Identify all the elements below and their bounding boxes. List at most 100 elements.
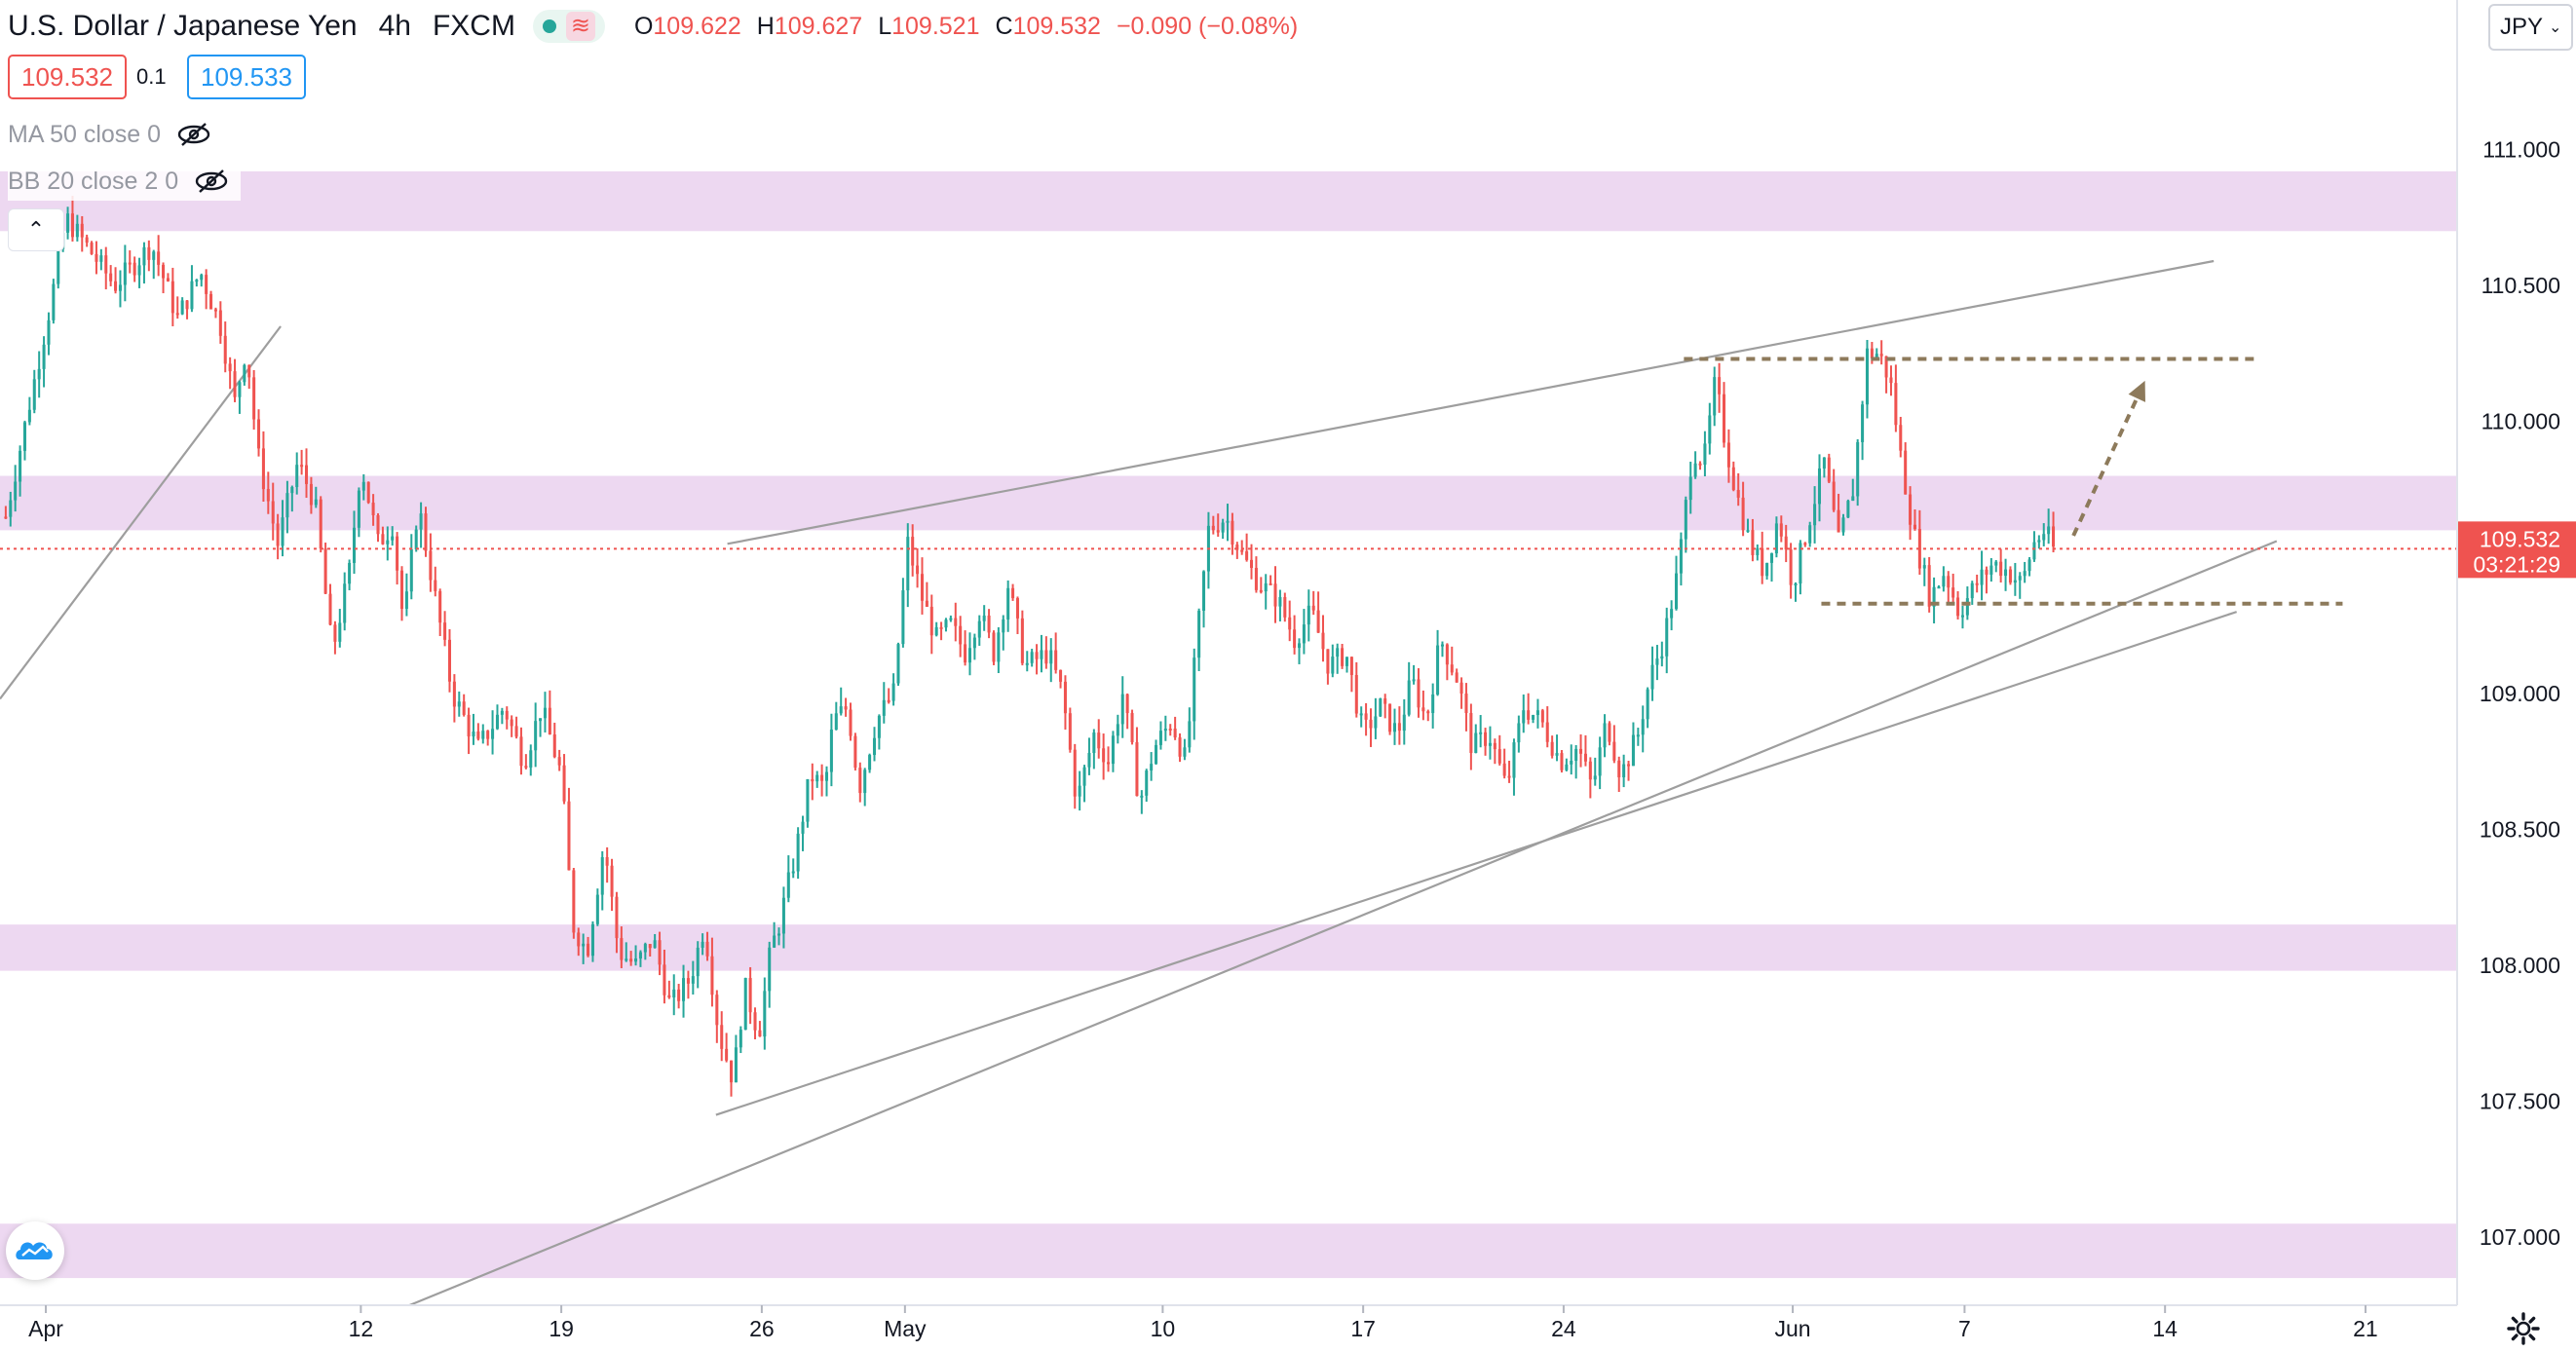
candle-body (934, 626, 938, 636)
candle-body (209, 293, 213, 310)
time-tick-label: 14 (2152, 1316, 2178, 1341)
price-axis[interactable]: 107.000 107.500 108.000 108.500 109.000 110.0… (2456, 0, 2576, 1352)
candle-body (753, 1012, 757, 1031)
candle-body (257, 419, 261, 449)
annotations[interactable] (1684, 357, 2343, 606)
candle-body (80, 223, 84, 238)
candle-body (238, 382, 242, 397)
candle-body (567, 801, 571, 871)
candle-body (1168, 729, 1172, 732)
indicator-ma[interactable]: MA 50 close 0 (8, 115, 224, 154)
candle-body (577, 932, 581, 947)
candle-body (648, 944, 652, 949)
candle-body (1994, 561, 1998, 566)
sell-price-button[interactable]: 109.532 (8, 55, 127, 99)
candle-body (1297, 643, 1302, 649)
candle-body (1784, 536, 1788, 550)
interval-label[interactable]: 4h (378, 10, 411, 42)
candle-body (743, 978, 747, 1031)
candle-body (1612, 741, 1616, 761)
symbol-name[interactable]: U.S. Dollar / Japanese Yen (8, 10, 358, 42)
candle-body (1660, 656, 1664, 659)
tradingview-logo[interactable] (6, 1221, 64, 1280)
candle-body (1827, 457, 1831, 482)
candle-body (1937, 586, 1941, 589)
candle-body (1746, 530, 1750, 533)
candle-body (271, 501, 275, 524)
candle-body (266, 489, 270, 502)
candle-body (261, 448, 265, 490)
candle-body (1402, 714, 1406, 732)
eye-hidden-icon[interactable] (194, 169, 229, 194)
candle-body (1856, 441, 1860, 497)
indicator-bb[interactable]: BB 20 close 2 0 (8, 162, 242, 201)
candle-body (1436, 645, 1440, 695)
eye-hidden-icon[interactable] (176, 122, 211, 147)
candle-body (1125, 694, 1129, 714)
candle-body (195, 280, 199, 282)
candle-body (2027, 559, 2031, 572)
candle-body (552, 733, 556, 758)
settings-gear-icon[interactable] (2506, 1311, 2541, 1346)
candlesticks (4, 196, 2056, 1097)
candle-body (587, 943, 590, 957)
candle-body (1307, 605, 1310, 625)
time-tick-label: 19 (549, 1316, 574, 1341)
candle-body (625, 958, 628, 961)
candle-body (170, 281, 174, 314)
candle-body (1464, 694, 1468, 714)
time-axis[interactable]: Apr 12 19 26 May 10 17 24 Jun 7 14 21 (0, 1304, 2576, 1352)
candle-body (1035, 652, 1039, 659)
buy-price-button[interactable]: 109.533 (187, 55, 306, 99)
candle-body (409, 548, 413, 592)
candle-body (781, 897, 785, 934)
candle-body (514, 726, 518, 737)
candle-body (1302, 624, 1306, 644)
candle-body (557, 757, 561, 766)
spread-value: 0.1 (136, 64, 167, 89)
candle-body (1646, 689, 1649, 720)
candle-body (32, 379, 36, 410)
price-tick-label: 110.000 (2481, 409, 2560, 434)
candle-body (1216, 530, 1220, 533)
candle-body (863, 770, 867, 794)
currency-select[interactable]: JPY ⌄ (2488, 4, 2574, 51)
candle-body (1421, 707, 1425, 712)
candle-body (1851, 496, 1855, 502)
trendlines[interactable] (0, 259, 2278, 1307)
market-status[interactable]: ≋ (532, 10, 605, 43)
candle-body (1822, 457, 1826, 469)
candle-body (715, 995, 719, 1026)
candle-body (1841, 517, 1845, 533)
candle-body (801, 821, 805, 834)
time-tick-label: Apr (28, 1316, 63, 1341)
candle-body (1407, 680, 1411, 715)
candle-body (1698, 463, 1702, 466)
candle-body (1311, 605, 1315, 611)
candle-body (1102, 748, 1106, 763)
candle-body (1980, 569, 1984, 585)
market-open-dot-icon (542, 19, 556, 33)
candle-body (1145, 770, 1149, 796)
candle-body (1283, 597, 1287, 618)
candle-body (419, 513, 423, 530)
candle-body (734, 1047, 738, 1083)
candle-body (285, 493, 289, 518)
candle-body (1774, 523, 1778, 554)
candle-body (1942, 576, 1946, 587)
candle-body (748, 978, 752, 1013)
candle-body (1359, 713, 1363, 716)
candle-body (371, 503, 375, 516)
change-value: −0.090 (−0.08%) (1116, 12, 1299, 40)
candle-body (1293, 629, 1297, 649)
candle-body (1917, 529, 1921, 569)
candle-body (175, 313, 179, 316)
collapse-legend-button[interactable]: ⌃ (8, 208, 64, 251)
candle-body (763, 991, 767, 1037)
candle-body (276, 523, 280, 546)
candle-body (357, 490, 360, 528)
candle-body (128, 262, 132, 265)
candle-body (796, 833, 800, 872)
candle-body (1718, 377, 1722, 394)
